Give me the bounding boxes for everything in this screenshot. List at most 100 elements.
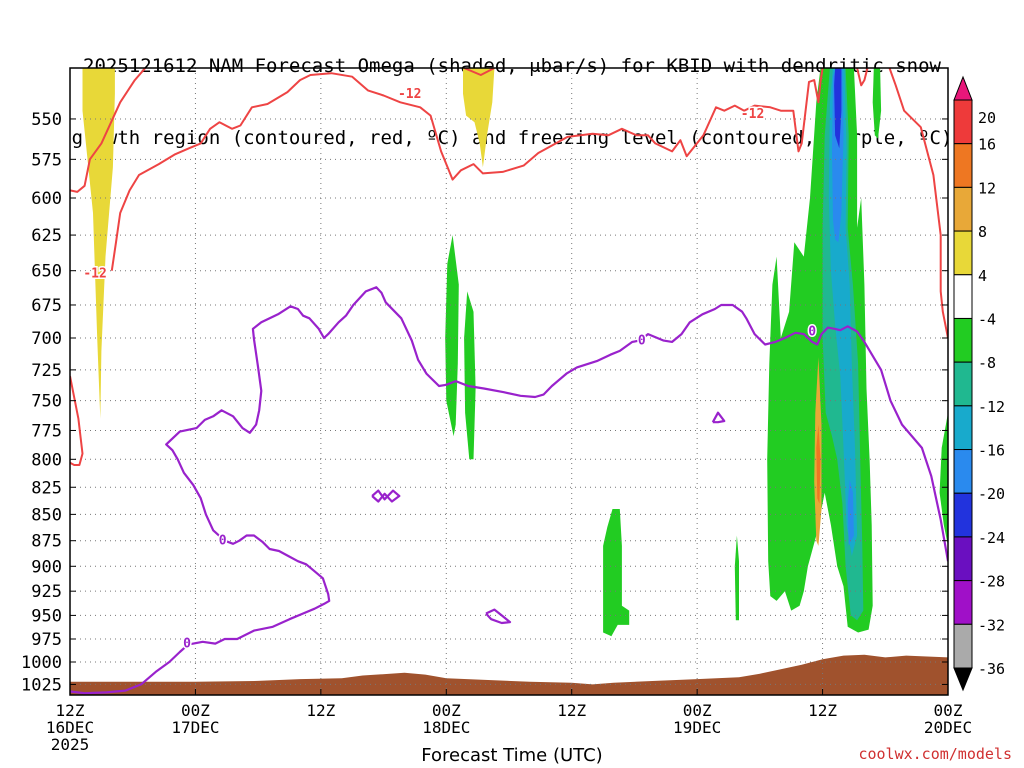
x-tick-date-60: 19DEC <box>673 718 721 737</box>
y-tick-label-575: 575 <box>31 150 62 170</box>
colorbar-box-10 <box>953 492 973 538</box>
contour-label-1: -12 <box>741 107 764 122</box>
x-tick-year-0: 2025 <box>51 735 90 754</box>
y-tick-label-1025: 1025 <box>21 675 62 695</box>
x-tick-label-24: 12Z <box>306 701 335 720</box>
omega-region-green-18dec-b <box>464 291 476 460</box>
colorbar-label-10: -24 <box>978 529 1005 547</box>
y-tick-label-850: 850 <box>31 505 62 525</box>
contours: -12 -12 -12 0 0 0 0 <box>70 68 948 695</box>
x-tick-label-36: 00Z <box>432 701 461 720</box>
colorbar-box-8 <box>953 405 973 451</box>
y-axis: 550 575 600 625 650 675 700 725 750 775 800 825 850 8… <box>21 110 948 695</box>
dgz-contour-minus-12-right-b <box>888 68 948 339</box>
colorbar-box-6 <box>953 317 973 363</box>
omega-region-orange-core <box>816 424 821 504</box>
plot-frame <box>69 67 949 696</box>
colorbar-top-arrow <box>953 75 973 101</box>
omega-region-yellow-left <box>82 68 115 419</box>
colorbar-label-1: 16 <box>978 136 996 154</box>
colorbar-label-11: -28 <box>978 573 1005 591</box>
colorbar-box-9 <box>953 449 973 494</box>
omega-region-green-rightedge <box>939 412 948 546</box>
colorbar-box-11 <box>953 536 973 582</box>
dgz-contour-minus-12-topmid <box>463 68 495 76</box>
omega-region-green-topright <box>872 68 882 139</box>
terrain-fill <box>70 654 948 695</box>
colorbar-label-3: 8 <box>978 223 987 241</box>
colorbar-box-13 <box>953 623 973 669</box>
y-tick-label-825: 825 <box>31 478 62 498</box>
y-tick-label-750: 750 <box>31 392 62 412</box>
colorbar-bottom-arrow <box>953 667 973 692</box>
x-tick-label-0: 12Z <box>56 701 85 720</box>
colorbar: 20 16 12 8 4 -4 -8 -12 -16 -20 -24 -28 -32 -36 <box>953 75 1005 692</box>
x-tick-date-0: 16DEC <box>46 718 94 737</box>
contour-label-4: 0 <box>808 324 816 339</box>
dgz-contour-minus-12-main <box>70 68 147 193</box>
colorbar-label-13: -36 <box>978 660 1005 678</box>
y-tick-label-600: 600 <box>31 189 62 209</box>
freezing-contour-zero-main <box>70 286 948 695</box>
omega-region-navy-col <box>834 68 842 149</box>
colorbar-box-12 <box>953 580 973 625</box>
x-tick-date-36: 18DEC <box>422 718 470 737</box>
y-tick-label-725: 725 <box>31 361 62 381</box>
colorbar-label-4: 4 <box>978 267 987 285</box>
contour-label-6: 0 <box>183 637 191 652</box>
colorbar-label-0: 20 <box>978 109 996 127</box>
x-tick-label-12: 00Z <box>181 701 210 720</box>
credit-text: coolwx.com/models <box>858 745 1012 763</box>
colorbar-label-12: -32 <box>978 616 1005 634</box>
y-tick-label-700: 700 <box>31 329 62 349</box>
omega-region-blue-lower <box>847 479 854 546</box>
plot-border <box>69 67 949 696</box>
y-tick-label-950: 950 <box>31 606 62 626</box>
dgz-contour-minus-12-upper <box>110 68 824 271</box>
freezing-contour-zero-loop-a <box>371 489 401 503</box>
contour-label-5: 0 <box>219 534 227 549</box>
page-title: 2025121612 NAM Forecast Omega (shaded, μ… <box>0 6 1024 174</box>
x-tick-date-84: 20DEC <box>924 718 972 737</box>
x-tick-label-48: 12Z <box>557 701 586 720</box>
colorbar-label-7: -12 <box>978 398 1005 416</box>
colorbar-label-9: -20 <box>978 485 1005 503</box>
x-tick-label-60: 00Z <box>683 701 712 720</box>
colorbar-box-5 <box>953 274 973 319</box>
y-tick-label-1000: 1000 <box>21 653 62 673</box>
omega-region-green-19dec-small <box>734 535 739 621</box>
x-tick-label-72: 12Z <box>808 701 837 720</box>
colorbar-box-7 <box>953 361 973 407</box>
colorbar-label-8: -16 <box>978 442 1005 460</box>
x-axis-label: Forecast Time (UTC) <box>421 745 603 766</box>
y-tick-label-975: 975 <box>31 630 62 650</box>
colorbar-box-1 <box>953 99 973 145</box>
colorbar-label-2: 12 <box>978 179 996 197</box>
y-tick-label-775: 775 <box>31 421 62 441</box>
dgz-contour-minus-12-right-a <box>856 68 869 87</box>
colorbar-box-4 <box>953 230 973 276</box>
omega-region-green-18dec-low <box>603 509 630 637</box>
omega-region-yellow-top <box>463 68 495 168</box>
freezing-contour-zero-loop-c <box>711 411 726 424</box>
dgz-contour-minus-12-lower <box>70 375 84 466</box>
terrain <box>70 654 948 695</box>
y-tick-label-925: 925 <box>31 582 62 602</box>
y-tick-label-875: 875 <box>31 532 62 552</box>
y-tick-label-900: 900 <box>31 557 62 577</box>
contour-label-0: -12 <box>398 87 421 102</box>
y-tick-label-650: 650 <box>31 262 62 282</box>
x-tick-label-84: 00Z <box>934 701 963 720</box>
colorbar-box-3 <box>953 186 973 232</box>
y-tick-label-800: 800 <box>31 450 62 470</box>
contour-label-3: 0 <box>638 334 646 349</box>
omega-regions <box>82 68 948 637</box>
colorbar-label-6: -8 <box>978 354 996 372</box>
freezing-contour-zero-loop-b <box>485 608 512 625</box>
colorbar-box-2 <box>953 143 973 188</box>
y-tick-label-675: 675 <box>31 296 62 316</box>
omega-region-green-18dec-a <box>445 235 459 437</box>
colorbar-label-5: -4 <box>978 310 996 328</box>
